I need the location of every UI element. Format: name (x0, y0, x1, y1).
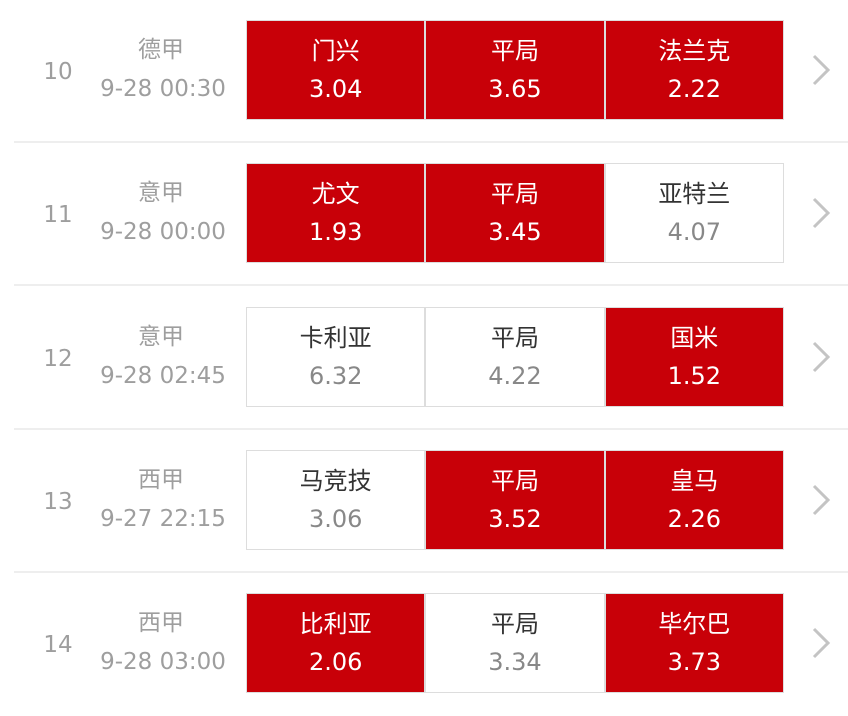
option-label: 平局 (490, 324, 539, 352)
match-number: 14 (43, 631, 73, 658)
odds-option-home[interactable]: 比利亚 2.06 (247, 594, 425, 692)
odds-options: 门兴 3.04 平局 3.65 法兰克 2.22 (246, 20, 784, 120)
odds-option-draw[interactable]: 平局 3.34 (426, 594, 604, 692)
match-row: 12 意甲 9-28 02:45 卡利亚 6.32 平局 4.22 国米 1.5… (0, 287, 848, 430)
option-label: 平局 (490, 37, 539, 65)
league-name: 意甲 (138, 180, 184, 206)
match-time: 9-28 03:00 (100, 649, 226, 675)
odds-option-draw[interactable]: 平局 3.45 (426, 164, 604, 262)
match-row: 14 西甲 9-28 03:00 比利亚 2.06 平局 3.34 毕尔巴 3.… (0, 573, 848, 716)
odds-option-away[interactable]: 皇马 2.26 (605, 451, 783, 549)
option-label: 皇马 (670, 467, 719, 495)
option-label: 国米 (670, 324, 719, 352)
odds-option-home[interactable]: 门兴 3.04 (247, 21, 425, 119)
match-time: 9-27 22:15 (100, 506, 226, 532)
option-odds: 2.22 (667, 75, 722, 103)
odds-option-away[interactable]: 国米 1.52 (605, 308, 783, 406)
option-label: 亚特兰 (658, 180, 731, 208)
odds-option-draw[interactable]: 平局 3.52 (426, 451, 604, 549)
match-row: 13 西甲 9-27 22:15 马竞技 3.06 平局 3.52 皇马 2.2… (0, 430, 848, 573)
match-number: 10 (43, 58, 73, 85)
odds-option-away[interactable]: 毕尔巴 3.73 (605, 594, 783, 692)
option-label: 法兰克 (658, 37, 731, 65)
option-label: 马竞技 (299, 467, 372, 495)
match-time: 9-28 00:00 (100, 219, 226, 245)
option-odds: 3.06 (308, 505, 363, 533)
odds-option-home[interactable]: 卡利亚 6.32 (247, 308, 425, 406)
match-number: 11 (43, 201, 73, 228)
option-odds: 3.65 (488, 75, 542, 103)
odds-option-home[interactable]: 尤文 1.93 (247, 164, 425, 262)
option-odds: 1.93 (308, 218, 363, 246)
option-label: 平局 (490, 467, 539, 495)
league-name: 西甲 (138, 467, 184, 493)
chevron-right-icon[interactable] (806, 337, 836, 377)
option-odds: 1.52 (667, 362, 722, 390)
option-odds: 2.26 (667, 505, 722, 533)
option-odds: 3.34 (488, 648, 542, 676)
chevron-right-icon[interactable] (806, 623, 836, 663)
match-number: 13 (43, 488, 73, 515)
odds-option-away[interactable]: 法兰克 2.22 (605, 21, 783, 119)
option-label: 毕尔巴 (658, 610, 731, 638)
row-divider (14, 141, 848, 143)
row-divider (14, 571, 848, 573)
option-odds: 4.07 (667, 218, 722, 246)
option-label: 比利亚 (299, 610, 372, 638)
option-odds: 6.32 (308, 362, 363, 390)
odds-option-home[interactable]: 马竞技 3.06 (247, 451, 425, 549)
option-odds: 2.06 (308, 648, 363, 676)
row-divider (14, 284, 848, 286)
chevron-right-icon[interactable] (806, 480, 836, 520)
match-time: 9-28 02:45 (100, 363, 226, 389)
option-odds: 4.22 (488, 362, 542, 390)
odds-options: 马竞技 3.06 平局 3.52 皇马 2.26 (246, 450, 784, 550)
league-name: 意甲 (138, 324, 184, 350)
odds-option-draw[interactable]: 平局 4.22 (426, 308, 604, 406)
option-label: 尤文 (311, 180, 360, 208)
option-odds: 3.52 (488, 505, 542, 533)
chevron-right-icon[interactable] (806, 50, 836, 90)
option-odds: 3.73 (667, 648, 722, 676)
odds-option-draw[interactable]: 平局 3.65 (426, 21, 604, 119)
odds-options: 卡利亚 6.32 平局 4.22 国米 1.52 (246, 307, 784, 407)
chevron-right-icon[interactable] (806, 193, 836, 233)
option-label: 卡利亚 (299, 324, 372, 352)
row-divider (14, 428, 848, 430)
option-label: 平局 (490, 610, 539, 638)
match-time: 9-28 00:30 (100, 76, 226, 102)
option-label: 平局 (490, 180, 539, 208)
match-row: 10 德甲 9-28 00:30 门兴 3.04 平局 3.65 法兰克 2.2… (0, 0, 848, 143)
option-odds: 3.04 (308, 75, 363, 103)
option-odds: 3.45 (488, 218, 542, 246)
odds-options: 比利亚 2.06 平局 3.34 毕尔巴 3.73 (246, 593, 784, 693)
league-name: 西甲 (138, 610, 184, 636)
match-row: 11 意甲 9-28 00:00 尤文 1.93 平局 3.45 亚特兰 4.0… (0, 143, 848, 286)
odds-options: 尤文 1.93 平局 3.45 亚特兰 4.07 (246, 163, 784, 263)
match-number: 12 (43, 345, 73, 372)
league-name: 德甲 (138, 37, 184, 63)
option-label: 门兴 (311, 37, 360, 65)
odds-option-away[interactable]: 亚特兰 4.07 (605, 164, 783, 262)
